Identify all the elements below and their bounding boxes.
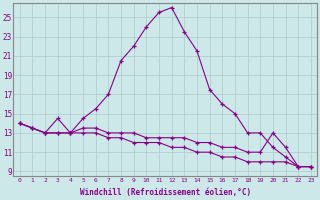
X-axis label: Windchill (Refroidissement éolien,°C): Windchill (Refroidissement éolien,°C) <box>80 188 251 197</box>
